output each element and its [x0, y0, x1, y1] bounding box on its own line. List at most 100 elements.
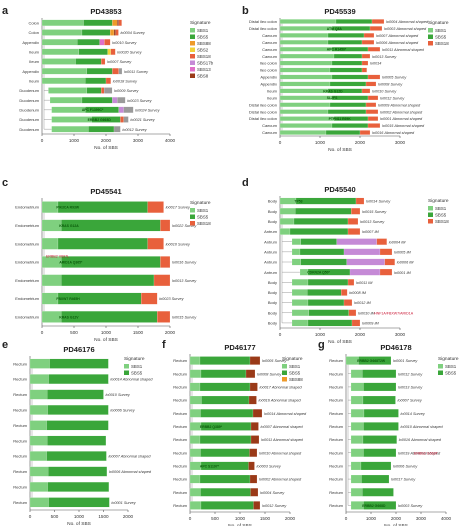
bar-segment-sbs18: [141, 292, 158, 305]
bar-segment-sbs5: [200, 448, 250, 457]
x-tick-label: 0: [279, 140, 282, 145]
category-label: Rectum: [173, 477, 187, 482]
category-label: Antrum: [264, 229, 278, 234]
category-label: Duodenum: [19, 127, 39, 132]
bar-annotation: lo0010 Survey: [106, 393, 131, 397]
category-label: Endometrium: [15, 223, 39, 228]
bar-annotation: lo0009 IM: [362, 322, 380, 326]
bar-segment-sbs17b: [336, 238, 377, 245]
bar-annotation: lo0011 Abnormal shaped: [382, 48, 425, 52]
panel-title: PD45540: [324, 185, 355, 194]
bar-annotation: lo0016 Abnormal shaped: [399, 438, 442, 442]
bar-segment-sbs18: [361, 60, 369, 66]
legend-swatch: [190, 67, 195, 72]
panel-d: d PD45540 0 1000 2000 3000 No. of SBS Body lo001…: [242, 177, 449, 345]
bar-segment-sbs18: [347, 228, 361, 235]
bar-segment-sbs5: [201, 395, 250, 405]
bar-segment-sbs18: [351, 208, 361, 215]
legend-swatch: [190, 208, 195, 213]
inline-mutation-label: ATM Q8A: [327, 27, 343, 31]
category-label: Antrum: [264, 270, 278, 275]
panel-letter: c: [2, 177, 8, 189]
bar-segment-sbs5: [331, 95, 369, 101]
bar-segment-sbs1: [29, 358, 50, 369]
bar-segment-sbs1: [291, 289, 308, 296]
category-label: Body: [268, 300, 277, 305]
bar-segment-sbs5: [307, 299, 345, 306]
bar-segment-sbs18: [147, 201, 164, 213]
bar-annotation: lo0007 Survey: [398, 399, 423, 403]
bar-segment-sbs18: [379, 268, 393, 276]
legend-label: SBS18: [435, 219, 449, 224]
bar-segment-sbs1: [279, 95, 333, 101]
bar-segment-sbs18: [101, 58, 106, 65]
legend-title: Signature: [428, 198, 449, 204]
bar-segment-sbs18: [365, 102, 377, 107]
bar-segment-sbs18: [343, 299, 353, 306]
bar-annotation: lo0007 Abnormal shaped: [376, 34, 419, 38]
legend-swatch: [282, 377, 287, 382]
inline-mutation-label: ERBB2 Q389*: [200, 425, 223, 429]
legend-label: SBS18: [197, 54, 211, 59]
bar-annotation: lo0001 Abnormal shaped: [380, 117, 423, 121]
legend-label: SBS17b: [197, 61, 214, 66]
bar-segment-sbs1: [48, 87, 87, 94]
x-tick-label: 500: [211, 516, 219, 521]
bar-segment-sbs1: [291, 319, 309, 327]
bar-segment-sbs17b: [346, 258, 385, 266]
category-label: Body: [268, 290, 277, 295]
bar-segment-sbs18: [361, 53, 371, 59]
panel-title: PD45539: [324, 7, 355, 16]
category-label: Duodenum: [19, 107, 39, 112]
bar-segment-sbs1: [279, 218, 295, 225]
bar-segment-sbs18: [363, 33, 375, 38]
x-tick-label: 1000: [69, 138, 80, 143]
bar-segment-sbs18: [115, 29, 119, 36]
bar-segment-sbs5: [295, 197, 357, 205]
bar-segment-sbs18: [112, 68, 119, 75]
legend-swatch: [190, 28, 195, 33]
bar-segment-sbs18: [379, 248, 393, 256]
bar-segment-sbs18: [367, 123, 381, 128]
bar-annotation: lo0007 Abnormal shaped: [261, 425, 304, 429]
bar-segment-sbs-other: [118, 68, 123, 75]
bar-segment-sbs1: [291, 248, 301, 256]
bar-segment-sbs1: [279, 102, 331, 107]
x-axis-title: No. of SBS: [67, 521, 91, 526]
bar-segment-sbs8: [248, 395, 257, 405]
bar-segment-sbs-other: [104, 87, 113, 94]
category-label: Rectum: [13, 469, 27, 474]
x-tick-label: 1500: [133, 330, 144, 335]
bar-segment-sbs8: [250, 488, 259, 497]
bar-annotation: lo0004 Survey: [260, 491, 285, 495]
legend-title: Signature: [190, 20, 211, 26]
category-label: Ileo colon: [260, 61, 277, 66]
x-tick-label: 3000: [395, 140, 406, 145]
bar-segment-sbs1: [350, 395, 364, 405]
bar-segment-sbs18: [101, 87, 105, 94]
bar-segment-sbs5: [75, 58, 102, 65]
bar-segment-sbs18: [157, 311, 171, 323]
bar-segment-sbs1: [41, 274, 62, 287]
legend-label: SBS8: [197, 74, 209, 79]
bar-segment-sbs1: [279, 60, 333, 66]
bar-segment-sbs5: [86, 68, 113, 75]
bar-segment-sbs5: [48, 497, 110, 508]
bar-segment-sbs1: [279, 116, 335, 121]
bar-segment-sbs18: [160, 256, 171, 268]
bar-segment-sbs18: [367, 74, 381, 80]
legend-label: SBS1: [445, 364, 457, 369]
bar-segment-sbs-other: [123, 116, 129, 123]
category-label: Body: [268, 209, 277, 214]
bar-segment-sbs1: [350, 461, 362, 471]
bar-segment-sbs1: [350, 409, 365, 418]
bar-segment-sbs8: [113, 29, 116, 36]
bar-segment-sbs5: [47, 405, 109, 415]
x-tick-label: 2000: [355, 332, 366, 337]
bar-segment-sbs18: [361, 40, 375, 45]
x-tick-label: 0: [279, 332, 282, 337]
x-axis-title: No. of SBS: [328, 339, 352, 345]
bar-segment-sbs5: [200, 501, 254, 510]
legend-swatch: [428, 34, 433, 39]
bar-segment-sbs18: [160, 219, 171, 232]
